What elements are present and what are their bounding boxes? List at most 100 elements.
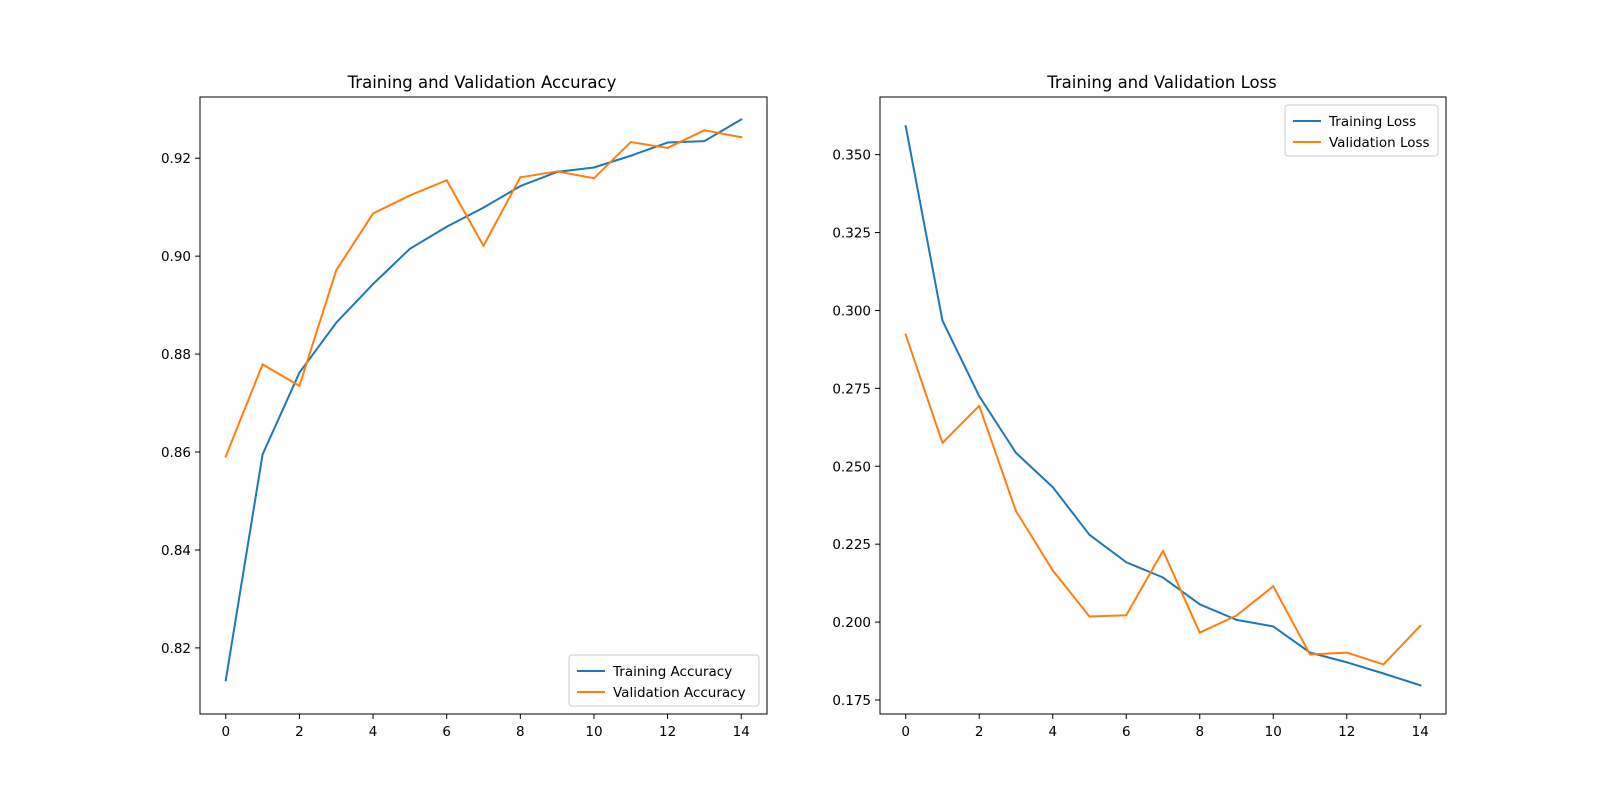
loss-series-1-point — [1162, 576, 1164, 579]
accuracy-y-tick-label: 0.90 — [161, 249, 191, 265]
accuracy-series-1-point — [740, 118, 743, 121]
accuracy-series-1-point — [224, 679, 227, 682]
loss-chart-ticks: 0 2 4 6 8 10 12 14 0.175 0.200 0.225 0.250 0.275 0.30… — [832, 148, 1429, 740]
accuracy-series-1-point — [372, 283, 375, 286]
accuracy-series-1-point — [592, 166, 595, 169]
loss-legend-label-1: Training Loss — [1328, 114, 1416, 130]
accuracy-series-2-point — [261, 363, 264, 366]
accuracy-series-1-point — [445, 225, 448, 228]
accuracy-series-2-point — [224, 455, 227, 458]
loss-series-1-point — [1198, 603, 1201, 606]
accuracy-chart-frame — [199, 96, 768, 715]
loss-y-tick-label: 0.200 — [832, 615, 871, 631]
loss-chart: Training and Validation Loss 0 2 4 6 8 10 12 14… — [832, 73, 1447, 740]
accuracy-legend-box — [568, 654, 760, 707]
accuracy-series-2-point — [519, 176, 522, 179]
accuracy-x-tick-label: 8 — [516, 724, 525, 740]
loss-series-1-point — [941, 319, 944, 322]
loss-y-tick-label: 0.175 — [832, 693, 871, 709]
loss-y-tick-label: 0.225 — [832, 537, 871, 553]
accuracy-y-tick-label: 0.88 — [161, 347, 191, 363]
accuracy-series-2-point — [335, 269, 338, 272]
loss-chart-frame — [879, 96, 1447, 715]
loss-x-tick-label: 2 — [975, 724, 984, 740]
loss-series-1-point — [1088, 533, 1091, 536]
accuracy-chart-lines — [224, 118, 743, 682]
loss-y-tick-label: 0.325 — [832, 226, 871, 242]
accuracy-x-tick-label: 12 — [659, 724, 676, 740]
loss-series-2-point — [1088, 615, 1091, 618]
accuracy-series-2-point — [482, 244, 485, 247]
loss-chart-title: Training and Validation Loss — [1046, 73, 1277, 92]
accuracy-series-2-point — [298, 384, 301, 387]
loss-x-tick-label: 14 — [1412, 724, 1429, 740]
loss-series-2-point — [904, 333, 907, 336]
loss-series-2-point — [1419, 624, 1422, 627]
accuracy-y-tick-label: 0.92 — [161, 151, 191, 167]
loss-x-tick-label: 4 — [1048, 724, 1057, 740]
loss-series-1-point — [1419, 684, 1422, 687]
accuracy-series-1-point — [335, 321, 338, 324]
accuracy-series-2-point — [556, 170, 559, 173]
accuracy-series-1-point — [408, 247, 411, 250]
accuracy-chart-title: Training and Validation Accuracy — [347, 73, 617, 92]
loss-series-2-point — [1051, 569, 1054, 572]
loss-series-1-point — [1382, 672, 1385, 675]
loss-chart-legend: Training Loss Validation Loss — [1284, 104, 1439, 157]
loss-y-tick-label: 0.300 — [832, 303, 871, 319]
loss-series-1-point — [1272, 625, 1275, 628]
loss-legend-label-2: Validation Loss — [1329, 135, 1430, 151]
accuracy-y-tick-label: 0.86 — [161, 445, 191, 461]
loss-legend-box — [1284, 104, 1439, 157]
accuracy-series-2-point — [740, 136, 743, 139]
accuracy-series-1-point — [666, 141, 669, 144]
accuracy-series-2-point — [445, 179, 448, 182]
accuracy-series-1-point — [261, 453, 264, 456]
loss-series-1-point — [978, 395, 981, 398]
loss-series-1-point — [1345, 661, 1348, 664]
loss-series-1-point — [1125, 561, 1128, 564]
accuracy-series-1-point — [482, 206, 485, 209]
loss-series-2-point — [1162, 549, 1164, 552]
accuracy-series-1-point — [298, 371, 301, 374]
loss-x-tick-label: 6 — [1122, 724, 1131, 740]
accuracy-y-tick-label: 0.84 — [161, 543, 191, 559]
loss-series-2-point — [1272, 585, 1275, 588]
accuracy-x-tick-label: 6 — [442, 724, 451, 740]
loss-series-2-point — [1125, 614, 1128, 617]
accuracy-series-2-point — [703, 129, 706, 132]
accuracy-x-tick-label: 14 — [733, 724, 750, 740]
accuracy-x-tick-label: 2 — [295, 724, 304, 740]
loss-series-2-point — [1014, 510, 1017, 513]
loss-series-2-point — [1382, 663, 1385, 666]
accuracy-series-2-point — [408, 194, 411, 197]
accuracy-x-tick-label: 10 — [585, 724, 602, 740]
accuracy-series-1-point — [703, 140, 706, 143]
loss-x-tick-label: 8 — [1195, 724, 1204, 740]
accuracy-y-tick-label: 0.82 — [161, 641, 191, 657]
loss-x-tick-label: 12 — [1338, 724, 1355, 740]
accuracy-series-2-point — [592, 177, 595, 180]
accuracy-chart-legend: Training Accuracy Validation Accuracy — [568, 654, 760, 707]
accuracy-chart: Training and Validation Accuracy 0 2 4 6 8 10… — [161, 73, 768, 740]
loss-y-tick-label: 0.350 — [832, 148, 871, 164]
accuracy-x-tick-label: 4 — [369, 724, 378, 740]
accuracy-series-2-point — [372, 212, 375, 215]
loss-series-1-point — [904, 125, 907, 128]
loss-series-2-point — [1235, 614, 1238, 617]
loss-series-1-point — [1051, 486, 1054, 489]
accuracy-legend-label-2: Validation Accuracy — [613, 685, 746, 701]
accuracy-series-1-point — [629, 154, 632, 157]
loss-series-2-point — [978, 404, 981, 407]
loss-series-2-point — [941, 441, 944, 444]
accuracy-series-2-point — [629, 141, 632, 144]
loss-series-2-point — [1198, 631, 1201, 634]
loss-chart-lines — [904, 125, 1422, 687]
accuracy-chart-ticks: 0 2 4 6 8 10 12 14 0.82 0.84 0.86 0.88 0.90 0.92 — [161, 151, 750, 740]
loss-series-1-point — [1014, 451, 1017, 454]
accuracy-x-tick-label: 0 — [221, 724, 230, 740]
loss-x-tick-label: 0 — [901, 724, 910, 740]
accuracy-legend-label-1: Training Accuracy — [612, 664, 732, 680]
loss-y-tick-label: 0.275 — [832, 381, 871, 397]
